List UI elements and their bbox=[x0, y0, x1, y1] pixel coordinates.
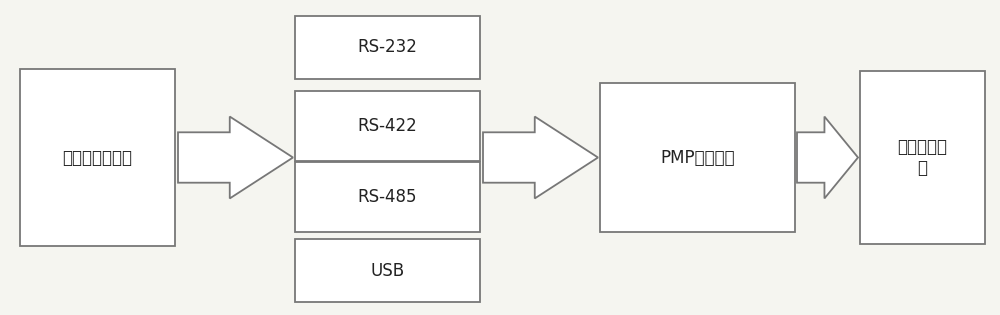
Bar bbox=[860, 71, 985, 244]
Text: 生产管理系
统: 生产管理系 统 bbox=[898, 138, 948, 177]
Bar bbox=[600, 83, 795, 232]
Text: RS-485: RS-485 bbox=[358, 188, 417, 206]
Text: 接地电阻测量仪: 接地电阻测量仪 bbox=[62, 148, 132, 167]
Text: RS-422: RS-422 bbox=[358, 117, 417, 135]
Bar bbox=[295, 162, 480, 232]
Text: RS-232: RS-232 bbox=[358, 38, 417, 56]
Bar bbox=[295, 91, 480, 161]
Polygon shape bbox=[178, 117, 293, 198]
Polygon shape bbox=[483, 117, 598, 198]
Bar bbox=[295, 16, 480, 79]
Bar bbox=[20, 69, 175, 246]
Text: PMP移动终端: PMP移动终端 bbox=[660, 148, 735, 167]
Bar bbox=[295, 239, 480, 302]
Text: USB: USB bbox=[370, 262, 405, 280]
Polygon shape bbox=[797, 117, 858, 198]
